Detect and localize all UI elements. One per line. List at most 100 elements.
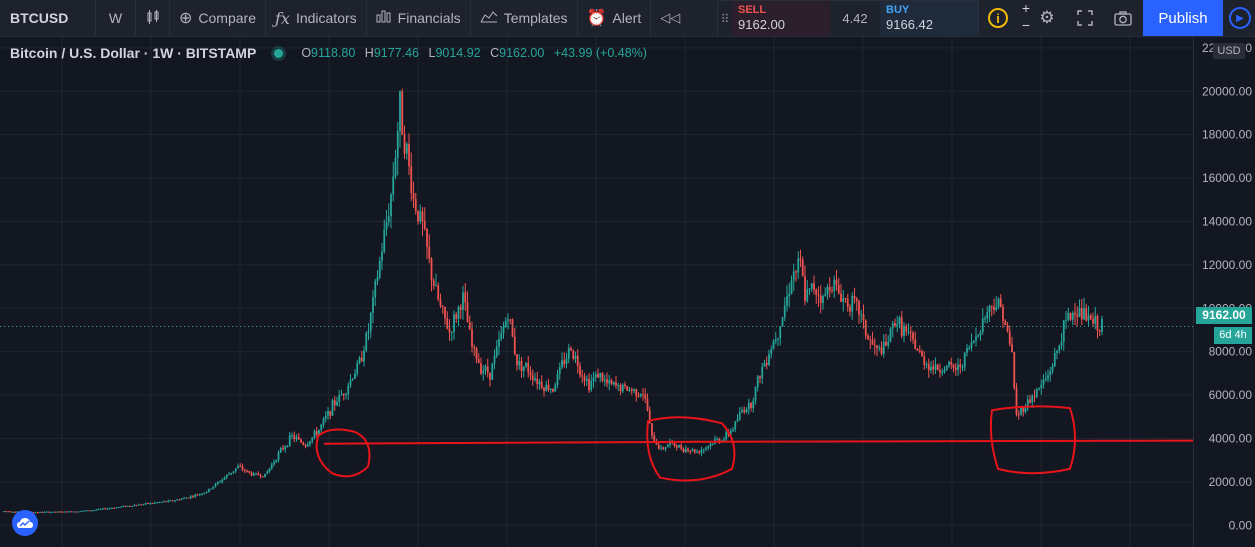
indicators-button[interactable]: ƒx Indicators [266,0,367,36]
candle-body [918,350,921,352]
publish-button[interactable]: Publish [1143,0,1223,36]
play-button[interactable]: ▶ [1225,0,1255,36]
candle-body [484,366,487,371]
candle-body [547,384,550,390]
alert-button[interactable]: ⏰ Alert [578,0,652,36]
candle-body [786,296,788,306]
chart-type-button[interactable] [136,0,170,36]
candle-body [993,306,995,311]
candle-body [702,449,705,451]
camera-icon[interactable] [1110,0,1136,36]
compare-button[interactable]: ⊕ Compare [170,0,266,36]
candle-body [129,505,131,507]
gear-icon[interactable]: ⚙ [1039,8,1055,27]
candle-body [675,445,678,448]
candle-body [1015,387,1018,415]
candle-body [214,483,217,487]
candle-body [50,512,53,514]
candle-body [160,501,163,503]
candle-body [799,258,802,261]
candle-body [70,511,73,513]
candle-body [196,494,199,496]
candle-body [1002,306,1004,321]
candle-body [315,431,318,435]
candle-body [1049,371,1052,376]
candle-body [995,306,998,311]
candle-body [387,216,390,223]
minus-icon[interactable]: − [1021,17,1031,33]
candle-body [111,507,113,509]
interval-button[interactable]: W [96,0,136,36]
candle-body [1098,330,1101,332]
candle-body [187,497,190,499]
drawing-annotations[interactable] [315,405,1194,482]
candle-body [637,395,640,397]
candle-body [167,500,170,502]
candle-body [797,258,800,273]
candle-body [765,363,768,365]
candle-body [970,342,973,348]
replay-button[interactable]: ◁◁ [651,0,689,36]
candle-body [770,349,773,355]
candle-body [1047,375,1049,379]
candle-body [1031,396,1034,403]
candle-body [1022,407,1025,413]
candle-body [216,482,219,484]
candle-body [876,345,878,349]
candle-body [518,360,521,366]
market-status-icon[interactable] [274,48,284,58]
candle-body [153,502,156,504]
support-line [323,439,1194,445]
buy-button[interactable]: BUY 9166.42 [880,1,978,36]
sell-button[interactable]: SELL 9162.00 [732,1,830,36]
candle-body [399,91,401,132]
templates-button[interactable]: Templates [471,0,578,36]
candle-body [142,504,145,506]
candle-body [844,298,847,300]
candle-body [941,372,944,374]
candle-body [988,305,991,313]
candle-body [378,260,381,278]
candle-body [140,504,143,506]
symbol-title[interactable]: Bitcoin / U.S. Dollar · 1W · BITSTAMP [10,45,257,61]
candle-body [509,319,512,321]
info-icon[interactable]: i [988,8,1008,28]
candle-body [133,505,136,507]
candle-body [570,347,572,351]
candle-body [1058,345,1061,351]
candle-body [729,430,732,435]
currency-badge[interactable]: USD [1213,43,1245,59]
candle-body [171,500,174,502]
fullscreen-icon[interactable] [1072,0,1098,36]
candle-body [626,386,629,391]
candle-body [151,503,154,505]
candle-body [691,449,694,451]
candle-body [162,501,165,503]
candle-body [932,366,935,370]
chart-grid [0,37,1193,547]
candle-body [340,394,343,396]
tradingview-cloud-icon[interactable] [12,510,38,536]
symbol-search[interactable]: BTCUSD [0,0,96,36]
candle-body [97,509,100,511]
financials-button[interactable]: Financials [367,0,471,36]
candle-body [363,350,365,362]
candle-body [986,312,989,319]
candle-body [678,444,680,448]
candle-body [430,258,433,281]
quantity-stepper[interactable]: + − [1016,0,1036,36]
candle-body [774,339,777,342]
candle-body [306,444,309,447]
candle-body [756,376,759,388]
candle-body [972,340,975,343]
drag-handle-icon[interactable]: ⠿ [720,11,730,26]
candle-body [545,384,548,392]
candle-body [311,437,314,442]
buy-label: BUY [886,4,910,16]
price-axis[interactable]: 0.002000.004000.006000.008000.0010000.00… [1193,37,1255,547]
candle-body [646,398,649,411]
candle-body [966,348,968,353]
candle-body [567,347,570,359]
plus-icon[interactable]: + [1021,0,1031,16]
